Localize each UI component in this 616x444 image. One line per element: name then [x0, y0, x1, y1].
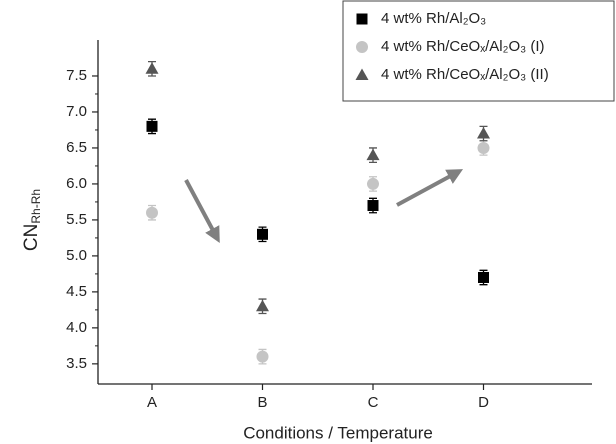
legend-label: 4 wt% Rh/CeOₓ/Al₂O₃ (I) — [381, 38, 545, 55]
y-tick-label: 4.5 — [66, 283, 87, 300]
y-axis-label-main: CN — [21, 224, 42, 251]
x-tick-label: B — [257, 394, 267, 411]
y-axis-label-sub: Rh-Rh — [29, 189, 43, 224]
x-tick-label: D — [478, 394, 489, 411]
marker-square — [257, 228, 268, 240]
y-axis-label: CNRh-Rh — [21, 189, 43, 251]
marker-square — [367, 200, 379, 212]
legend-box — [342, 0, 615, 102]
marker-circle — [146, 206, 158, 219]
y-tick-label: 3.5 — [66, 355, 87, 372]
marker-triangle — [256, 299, 269, 312]
legend-label: 4 wt% Rh/CeOₓ/Al₂O₃ (II) — [381, 66, 549, 83]
marker-square — [356, 13, 368, 25]
marker-triangle — [355, 68, 369, 80]
trend-arrow — [396, 169, 464, 207]
marker-circle — [477, 141, 490, 154]
marker-triangle — [145, 62, 159, 74]
x-tick-label: A — [147, 394, 157, 411]
y-tick-label: 6.0 — [66, 175, 87, 192]
marker-circle — [356, 41, 368, 53]
trend-arrow — [184, 179, 220, 244]
marker-triangle — [366, 148, 380, 161]
y-tick-label: 7.5 — [66, 67, 87, 84]
y-tick-label: 6.5 — [66, 139, 87, 156]
marker-square — [146, 120, 158, 132]
y-tick-label: 5.0 — [66, 247, 87, 264]
y-tick-label: 4.0 — [66, 319, 87, 336]
marker-square — [478, 271, 489, 283]
marker-triangle — [477, 127, 490, 139]
x-axis-label: Conditions / Temperature — [243, 423, 433, 442]
legend-label: 4 wt% Rh/Al₂O₃ — [381, 10, 486, 27]
marker-circle — [367, 177, 379, 190]
y-tick-label: 7.0 — [66, 103, 87, 120]
y-tick-label: 5.5 — [66, 211, 87, 228]
x-tick-label: C — [368, 394, 379, 411]
marker-circle — [256, 350, 269, 363]
